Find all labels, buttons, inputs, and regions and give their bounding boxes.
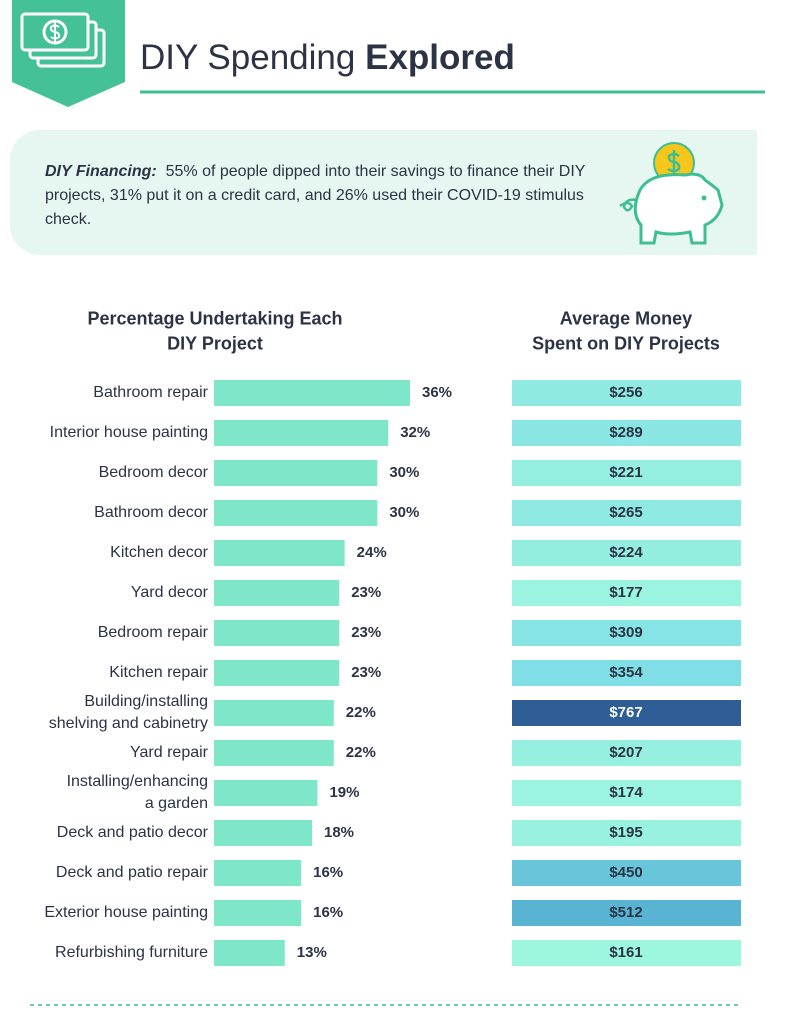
heat-cell: [512, 620, 741, 646]
heat-cell: [512, 900, 741, 926]
bar: [214, 460, 378, 486]
heat-cell: [512, 780, 741, 806]
category-label: Deck and patio decor: [57, 824, 209, 841]
bar: [214, 580, 340, 606]
heat-cell: [512, 740, 741, 766]
value-label: $256: [609, 384, 642, 401]
value-label: $512: [609, 904, 642, 921]
value-label: $354: [609, 664, 643, 681]
bar: [214, 940, 285, 966]
category-label: Deck and patio repair: [56, 864, 209, 881]
value-label: $195: [609, 824, 642, 841]
category-label: Bedroom repair: [98, 624, 209, 641]
value-label: 36%: [422, 384, 452, 401]
category-label: Bathroom repair: [93, 384, 208, 401]
bar: [214, 780, 318, 806]
value-label: 16%: [313, 864, 343, 881]
value-label: $767: [609, 704, 642, 721]
bar: [214, 420, 389, 446]
heat-cell: [512, 460, 741, 486]
bar: [214, 740, 334, 766]
title: DIY Spending Explored: [140, 38, 515, 77]
money-icon: [20, 12, 106, 68]
heat-cell: [512, 500, 741, 526]
value-label: 30%: [389, 464, 419, 481]
value-label: 13%: [297, 944, 327, 961]
value-label: 19%: [329, 784, 359, 801]
bar: [214, 820, 312, 846]
value-label: 23%: [351, 624, 381, 641]
chart-title: Percentage Undertaking Each DIY Project: [87, 308, 342, 353]
bar: [214, 540, 345, 566]
value-label: $450: [609, 864, 642, 881]
category-label: Bathroom decor: [94, 504, 209, 521]
title-light: DIY Spending: [140, 38, 355, 77]
piggy-bank-icon: [619, 142, 724, 245]
value-label: 18%: [324, 824, 354, 841]
heat-cell: [512, 700, 741, 726]
value-label: 24%: [357, 544, 387, 561]
heat-cell: [512, 940, 741, 966]
category-label: Kitchen decor: [110, 544, 209, 561]
heat-cell: [512, 860, 741, 886]
heat-cell: [512, 660, 741, 686]
value-label: 32%: [400, 424, 430, 441]
bar: [214, 380, 410, 406]
bar: [214, 660, 340, 686]
value-label: $221: [609, 464, 642, 481]
value-label: $174: [609, 784, 643, 801]
bar: [214, 860, 302, 886]
category-label: Kitchen repair: [109, 664, 208, 681]
category-label: Installing/enhancing a garden: [67, 773, 208, 812]
callout-text: DIY Financing: 55% of people dipped into…: [45, 160, 595, 232]
heat-cell: [512, 540, 741, 566]
callout-body: 55% of people dipped into their savings …: [45, 163, 586, 228]
value-label: $177: [609, 584, 642, 601]
heat-cell: [512, 580, 741, 606]
value-label: $224: [609, 544, 643, 561]
chart-title: Average Money Spent on DIY Projects: [532, 308, 720, 353]
category-label: Yard decor: [131, 584, 209, 601]
value-label: 22%: [346, 704, 376, 721]
category-label: Yard repair: [130, 744, 209, 761]
value-label: 23%: [351, 584, 381, 601]
bar: [214, 500, 378, 526]
value-label: $289: [609, 424, 642, 441]
heat-cell: [512, 420, 741, 446]
value-label: $161: [609, 944, 642, 961]
bar: [214, 700, 334, 726]
value-label: $265: [609, 504, 642, 521]
bar: [214, 900, 302, 926]
category-label: Bedroom decor: [99, 464, 209, 481]
callout-label: DIY Financing:: [45, 163, 157, 180]
category-label: Refurbishing furniture: [55, 944, 208, 961]
value-label: $207: [609, 744, 642, 761]
value-label: 23%: [351, 664, 381, 681]
heat-cell: [512, 820, 741, 846]
value-label: 22%: [346, 744, 376, 761]
heat-cell: [512, 380, 741, 406]
value-label: $309: [609, 624, 642, 641]
title-bold: Explored: [365, 38, 515, 77]
callout-box: [10, 130, 757, 255]
category-label: Interior house painting: [50, 424, 208, 441]
category-label: Exterior house painting: [44, 904, 208, 921]
bar: [214, 620, 340, 646]
value-label: 16%: [313, 904, 343, 921]
value-label: 30%: [389, 504, 419, 521]
category-label: Building/installing shelving and cabinetr…: [49, 693, 208, 732]
